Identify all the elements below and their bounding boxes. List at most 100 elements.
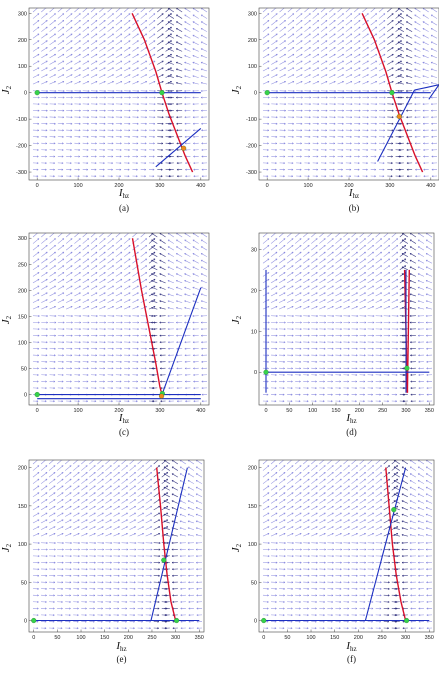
field-arrow <box>57 26 65 32</box>
field-arrow <box>56 492 64 498</box>
field-arrow <box>184 28 191 32</box>
field-arrow <box>192 259 199 264</box>
field-arrowhead <box>45 478 48 481</box>
field-arrow <box>287 299 294 303</box>
field-arrow <box>397 28 405 32</box>
field-arrowhead <box>151 367 154 370</box>
field-arrowhead <box>136 80 139 83</box>
field-arrowhead <box>78 373 81 376</box>
field-arrowhead <box>153 285 156 288</box>
field-arrowhead <box>145 129 147 132</box>
field-arrow <box>312 8 318 13</box>
field-arrowhead <box>275 251 278 254</box>
field-arrowhead <box>340 321 343 324</box>
field-arrowhead <box>160 380 162 383</box>
field-arrow <box>57 278 65 284</box>
field-arrowhead <box>406 81 408 84</box>
field-arrowhead <box>37 67 40 70</box>
field-arrowhead <box>308 155 310 158</box>
field-arrowhead <box>397 89 400 92</box>
field-arrowhead <box>422 89 425 92</box>
field-arrow <box>329 53 336 59</box>
field-arrowhead <box>346 400 349 403</box>
field-arrowhead <box>201 162 204 165</box>
field-arrow <box>430 41 438 46</box>
field-arrowhead <box>145 299 148 302</box>
field-arrowhead <box>120 299 123 302</box>
field-arrowhead <box>70 122 73 125</box>
field-arrowhead <box>409 293 412 296</box>
field-arrowhead <box>78 245 81 247</box>
field-arrowhead <box>192 286 195 289</box>
field-arrowhead <box>153 299 156 302</box>
field-arrowhead <box>342 67 344 70</box>
field-arrowhead <box>53 238 56 241</box>
field-arrow <box>99 245 106 251</box>
field-arrow <box>422 55 429 59</box>
field-arrow <box>304 74 311 78</box>
field-arrowhead <box>86 360 89 363</box>
field-arrowhead <box>78 341 81 344</box>
field-arrowhead <box>333 129 336 132</box>
field-arrowhead <box>358 74 361 77</box>
field-arrowhead <box>103 80 106 83</box>
field-arrowhead <box>431 168 434 171</box>
field-arrowhead <box>299 175 302 178</box>
field-arrowhead <box>317 109 320 112</box>
field-arrowhead <box>396 334 399 337</box>
field-arrow <box>287 20 295 26</box>
field-arrowhead <box>62 321 65 324</box>
field-arrowhead <box>400 40 402 43</box>
field-arrowhead <box>62 96 65 99</box>
field-arrow <box>425 287 433 290</box>
field-arrowhead <box>79 103 81 106</box>
field-arrowhead <box>355 393 357 396</box>
field-arrow <box>107 67 114 72</box>
field-arrowhead <box>95 334 98 337</box>
field-arrow <box>409 280 417 284</box>
field-arrowhead <box>350 20 353 22</box>
field-arrow <box>337 60 344 65</box>
field-arrowhead <box>383 47 386 49</box>
field-arrowhead <box>87 285 90 288</box>
field-arrowhead <box>332 175 335 178</box>
field-arrowhead <box>159 367 162 370</box>
field-arrow <box>279 40 286 46</box>
field-arrow <box>32 33 40 39</box>
field-arrow <box>151 246 158 251</box>
field-arrowhead <box>390 175 393 178</box>
field-arrowhead <box>380 292 382 295</box>
field-arrowhead <box>176 328 178 331</box>
field-arrow <box>82 292 89 297</box>
field-arrowhead <box>333 109 336 112</box>
field-arrow <box>66 81 73 85</box>
field-arrowhead <box>291 272 294 274</box>
field-arrowhead <box>334 89 336 92</box>
field-arrowhead <box>95 360 97 363</box>
field-arrowhead <box>396 354 398 357</box>
field-arrowhead <box>363 367 366 370</box>
field-arrowhead <box>36 373 39 376</box>
field-arrowhead <box>292 26 295 29</box>
field-arrowhead <box>192 259 195 262</box>
field-arrowhead <box>396 299 399 302</box>
field-arrowhead <box>339 373 342 376</box>
field-arrowhead <box>153 89 156 92</box>
field-arrowhead <box>363 245 366 247</box>
field-arrow <box>406 75 413 78</box>
field-arrowhead <box>364 272 366 274</box>
field-arrowhead <box>425 300 428 303</box>
field-arrow <box>113 485 120 491</box>
field-arrowhead <box>45 285 48 288</box>
field-arrowhead <box>184 55 187 57</box>
field-arrow <box>107 265 114 271</box>
field-arrowhead <box>275 328 278 331</box>
field-arrowhead <box>331 305 334 308</box>
field-arrow <box>430 34 438 39</box>
field-arrowhead <box>418 367 421 370</box>
field-arrowhead <box>307 272 310 274</box>
field-arrowhead <box>339 272 342 274</box>
field-arrow <box>48 499 56 504</box>
field-arrowhead <box>179 480 182 482</box>
field-arrow <box>367 299 374 303</box>
